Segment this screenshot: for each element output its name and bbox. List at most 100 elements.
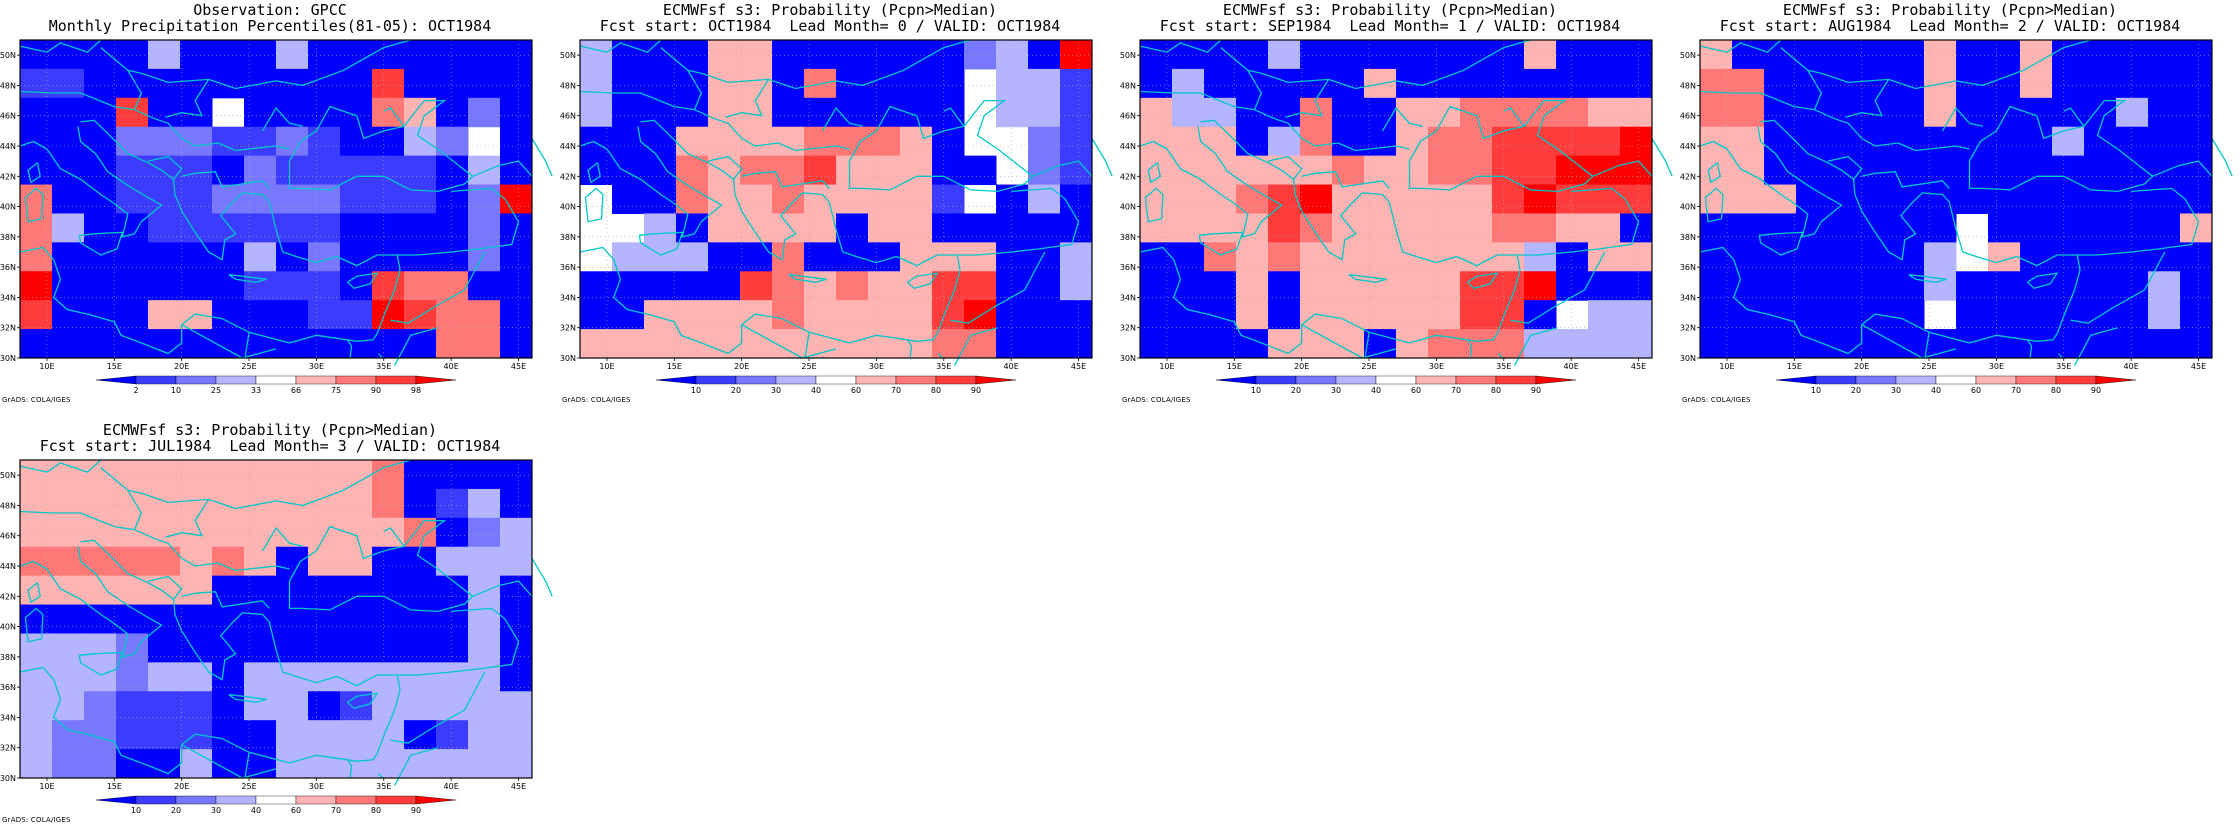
- grid-cell: [1796, 126, 1829, 157]
- grid-cell: [676, 97, 709, 128]
- coastline: [660, 39, 971, 90]
- grid-cell: [84, 517, 117, 548]
- grid-cell: [52, 155, 85, 186]
- grid-cell: [116, 604, 149, 634]
- grid-cell: [500, 271, 533, 301]
- coastline: [1408, 99, 1594, 189]
- grid-cell: [1988, 329, 2021, 359]
- x-tick-label: 25E: [241, 362, 256, 371]
- coastline: [725, 79, 770, 118]
- colorbar-label: 10: [1811, 386, 1821, 395]
- grid-cell: [1028, 68, 1061, 99]
- grid-cell: [116, 488, 149, 519]
- coastline: [383, 107, 405, 127]
- grid-cell: [212, 575, 245, 606]
- grid-cell: [84, 460, 117, 490]
- grid-cell: [468, 68, 501, 99]
- grid-cell: [900, 155, 933, 186]
- grid-cell: [52, 604, 85, 634]
- grid-cell: [996, 213, 1029, 243]
- grid-cell: [212, 517, 245, 548]
- grid-cell: [996, 329, 1029, 359]
- grid-cell: [500, 460, 533, 490]
- colorbar-label: 60: [291, 806, 301, 815]
- coastline: [1758, 231, 1804, 256]
- y-tick-label: 42N: [0, 172, 16, 181]
- grid-cell: [1172, 68, 1205, 99]
- grid-cell: [148, 517, 181, 548]
- grid-cell: [644, 97, 677, 128]
- grid-cell: [404, 691, 437, 721]
- grid-cell: [1828, 329, 1861, 359]
- grid-cell: [1236, 97, 1269, 128]
- grid-cell: [1956, 300, 1989, 330]
- grid-cell: [1300, 184, 1333, 214]
- coastline: [2077, 221, 2200, 256]
- coastline: [937, 353, 943, 359]
- grid-cell: [1172, 126, 1205, 157]
- coastline: [1466, 339, 1473, 359]
- grid-cell: [1828, 184, 1861, 214]
- grid-cell: [1172, 97, 1205, 128]
- y-tick-label: 36N: [0, 263, 16, 272]
- grid-cell: [1140, 155, 1173, 186]
- grid-cell: [436, 300, 469, 330]
- grid-cell: [1332, 97, 1365, 128]
- coastline: [1514, 327, 1558, 366]
- coastline: [19, 39, 102, 53]
- grid-cell: [836, 213, 869, 243]
- grid-cell: [20, 97, 53, 128]
- grid-cell: [2052, 40, 2085, 70]
- grid-cell: [1172, 40, 1205, 70]
- y-tick-label: 46N: [0, 112, 16, 121]
- grid-cell: [1956, 40, 1989, 70]
- y-tick-label: 44N: [560, 142, 576, 151]
- grid-cell: [1924, 97, 1957, 128]
- coastline: [394, 327, 438, 366]
- coastline: [346, 272, 379, 290]
- grid-cell: [1140, 271, 1173, 301]
- grid-cell: [212, 460, 245, 490]
- coastline: [288, 99, 474, 189]
- grid-cell: [2180, 271, 2213, 301]
- grid-cell: [1860, 126, 1893, 157]
- grads-credit: GrADS: COLA/IGES: [1122, 396, 1191, 404]
- coastline: [165, 79, 210, 118]
- grid-cell: [1860, 213, 1893, 243]
- colorbar-swatch: [215, 375, 257, 385]
- grid-cell: [436, 97, 469, 128]
- colorbar-label: 60: [851, 386, 861, 395]
- grid-cell: [500, 300, 533, 330]
- x-tick-label: 30E: [869, 362, 884, 371]
- grid-cell: [308, 460, 341, 490]
- coastline: [1091, 138, 1113, 177]
- grid-cell: [1460, 300, 1493, 330]
- grid-cell: [1700, 155, 1733, 186]
- grid-cell: [372, 488, 405, 519]
- grid-cell: [1556, 68, 1589, 99]
- grid-cell: [1172, 213, 1205, 243]
- grid-cell: [1460, 97, 1493, 128]
- x-tick-label: 20E: [1854, 362, 1869, 371]
- grid-cell: [2020, 40, 2053, 70]
- grid-cell: [1204, 97, 1237, 128]
- coastline: [2131, 187, 2200, 223]
- grid-cell: [1268, 329, 1301, 359]
- x-tick-label: 25E: [801, 362, 816, 371]
- grid-cell: [772, 68, 805, 99]
- grid-cell: [1764, 271, 1797, 301]
- grid-cell: [2052, 68, 2085, 99]
- grid-cell: [1620, 40, 1653, 70]
- y-tick-label: 36N: [1680, 263, 1696, 272]
- grid-cell: [2052, 155, 2085, 186]
- colorbar-swatch: [775, 375, 817, 385]
- coastline: [289, 595, 474, 613]
- grid-cell: [2084, 155, 2117, 186]
- y-tick-label: 34N: [1120, 293, 1136, 302]
- grid-cell: [1588, 155, 1621, 186]
- grid-cell: [276, 300, 309, 330]
- colorbar-label: 70: [891, 386, 901, 395]
- grid-cell: [20, 68, 53, 99]
- grid-cell: [1764, 329, 1797, 359]
- coastline: [1651, 138, 1673, 177]
